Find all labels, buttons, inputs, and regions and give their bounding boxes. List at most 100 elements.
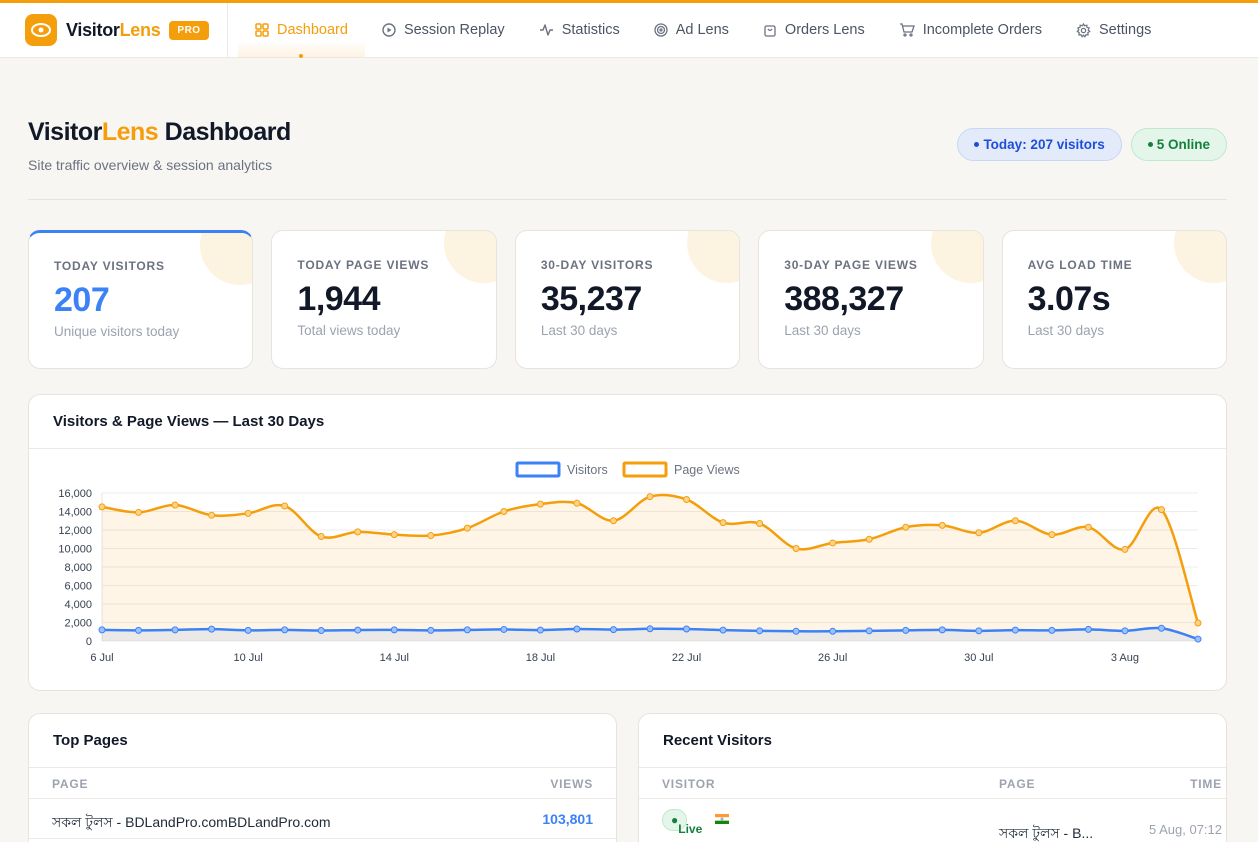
page-title: VisitorLens Dashboard xyxy=(28,118,291,146)
data-point xyxy=(646,493,654,501)
decorative-blob xyxy=(930,231,983,283)
recent-visitors-header-row: VISITOR PAGE TIME xyxy=(639,768,1226,799)
page-header: VisitorLens Dashboard Site traffic overv… xyxy=(28,118,1227,200)
x-tick-label: 6 Jul xyxy=(90,652,113,664)
data-point xyxy=(98,626,106,634)
nav-orders-lens[interactable]: Orders Lens xyxy=(746,3,882,57)
x-tick-label: 18 Jul xyxy=(526,652,555,664)
col-time-header: TIME xyxy=(1190,777,1222,791)
stat-label: TODAY PAGE VIEWS xyxy=(297,258,430,272)
nav-ad-lens[interactable]: Ad Lens xyxy=(637,3,746,57)
stat-label: TODAY VISITORS xyxy=(54,259,165,273)
data-point xyxy=(1011,517,1019,525)
x-tick-label: 30 Jul xyxy=(964,652,993,664)
data-point xyxy=(938,626,946,634)
y-tick-label: 10,000 xyxy=(58,544,92,556)
data-point xyxy=(829,539,837,547)
data-point xyxy=(609,517,617,525)
data-point xyxy=(208,625,216,633)
data-point xyxy=(1011,626,1019,634)
brand[interactable]: VisitorLens PRO xyxy=(0,3,228,57)
data-point xyxy=(1194,635,1202,643)
nav-session-replay[interactable]: Session Replay xyxy=(365,3,522,57)
stat-card-today-visitors: TODAY VISITORS 207 Unique visitors today xyxy=(28,230,254,369)
data-point xyxy=(536,626,544,634)
stat-card-today-page-views: TODAY PAGE VIEWS 1,944 Total views today xyxy=(271,230,497,369)
data-point xyxy=(500,508,508,515)
header-pills: Today: 207 visitors 5 Online xyxy=(957,128,1227,161)
col-page-header: PAGE xyxy=(52,777,89,791)
stat-value: 388,327 xyxy=(784,280,904,318)
col-visitor-header: VISITOR xyxy=(662,777,716,791)
decorative-blob xyxy=(200,233,253,285)
shopping-bag-icon xyxy=(764,25,776,37)
data-point xyxy=(390,531,398,539)
eye-logo-icon xyxy=(25,14,57,46)
data-point xyxy=(1157,624,1165,632)
data-point xyxy=(244,626,252,634)
nav-incomplete-orders[interactable]: Incomplete Orders xyxy=(882,3,1059,57)
top-accent-bar xyxy=(0,0,1258,3)
stat-label: 30-DAY PAGE VIEWS xyxy=(784,258,918,272)
x-tick-label: 3 Aug xyxy=(1111,652,1139,664)
visitor-time-cell: 5 Aug, 07:12 xyxy=(1148,822,1222,837)
data-point xyxy=(135,508,143,516)
data-point xyxy=(1048,531,1056,539)
activity-icon xyxy=(539,24,553,36)
data-point xyxy=(1084,625,1092,633)
data-point xyxy=(208,511,216,519)
data-point xyxy=(756,627,764,635)
legend-swatch xyxy=(622,461,668,478)
stat-value: 3.07s xyxy=(1027,280,1111,318)
stat-value: 1,944 xyxy=(297,280,380,318)
cart-icon xyxy=(899,23,915,37)
data-point xyxy=(938,521,946,529)
data-point xyxy=(975,627,983,635)
data-point xyxy=(646,625,654,633)
views-cell: 103,801 xyxy=(542,811,593,827)
play-circle-icon xyxy=(382,23,396,37)
x-tick-label: 10 Jul xyxy=(233,652,262,664)
stat-card-30day-page-views: 30-DAY PAGE VIEWS 388,327 Last 30 days xyxy=(758,230,984,369)
data-point xyxy=(719,519,727,527)
legend-label: Visitors xyxy=(567,463,608,477)
data-point xyxy=(975,529,983,537)
data-point xyxy=(792,545,800,552)
gear-icon xyxy=(1076,22,1091,38)
visitor-page-cell: সকল টুলস - B... xyxy=(999,825,1094,841)
data-point xyxy=(171,501,179,509)
nav-settings[interactable]: Settings xyxy=(1059,3,1168,57)
data-point xyxy=(500,625,508,633)
data-point xyxy=(829,627,837,635)
nav-statistics[interactable]: Statistics xyxy=(522,3,637,57)
data-point xyxy=(463,626,471,634)
y-tick-label: 2,000 xyxy=(64,618,92,630)
stat-note: Last 30 days xyxy=(784,323,861,338)
navbar: VisitorLens PRO Dashboard Session Replay… xyxy=(0,3,1258,58)
stat-value: 35,237 xyxy=(540,280,643,318)
nav-label: Incomplete Orders xyxy=(922,22,1042,38)
decorative-blob xyxy=(1174,231,1227,283)
table-row[interactable]: সকল টুলস - BDLandPro.comBDLandPro.com 10… xyxy=(29,799,616,839)
stat-label: AVG LOAD TIME xyxy=(1027,258,1133,272)
series-area xyxy=(102,494,1198,641)
x-tick-label: 26 Jul xyxy=(818,652,847,664)
data-point xyxy=(281,502,289,510)
decorative-blob xyxy=(687,231,740,283)
nav-label: Statistics xyxy=(561,22,620,38)
grid-icon xyxy=(255,23,269,37)
dot-icon xyxy=(1147,142,1153,147)
nav-label: Session Replay xyxy=(403,22,505,38)
today-visitors-pill: Today: 207 visitors xyxy=(957,128,1122,161)
nav-label: Dashboard xyxy=(277,22,348,38)
data-point xyxy=(427,626,435,634)
online-pill: 5 Online xyxy=(1130,128,1227,161)
brand-name: VisitorLens xyxy=(66,19,161,40)
traffic-line-chart[interactable]: 16,000 14,000 12,000 10,000 8,000 6,000 4,000 2… xyxy=(29,449,1226,690)
decorative-blob xyxy=(443,231,496,283)
stat-note: Unique visitors today xyxy=(54,324,180,339)
top-pages-title: Top Pages xyxy=(29,714,616,768)
table-row[interactable]: ● Live সকল টুলস - B... 5 Aug, 07:12 xyxy=(639,799,1226,842)
nav-dashboard[interactable]: Dashboard xyxy=(238,3,365,58)
data-point xyxy=(1084,523,1092,531)
